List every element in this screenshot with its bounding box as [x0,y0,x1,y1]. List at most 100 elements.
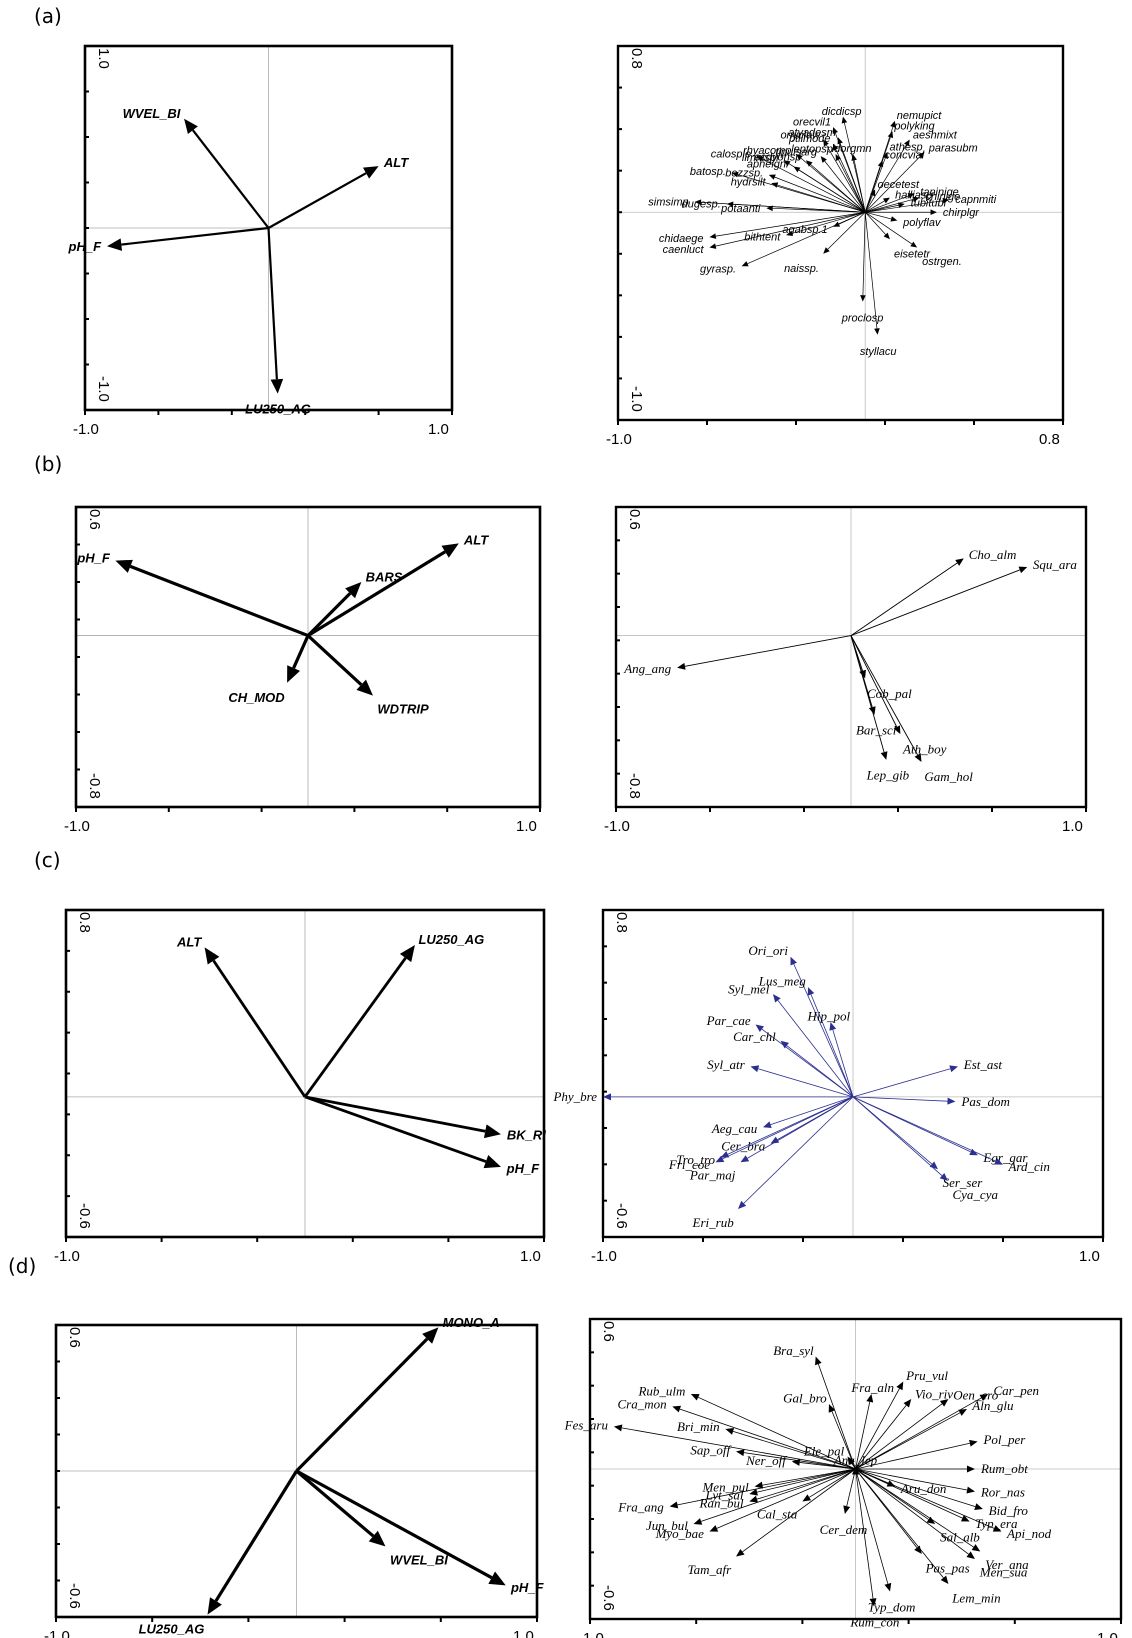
panel-label-c: (c) [34,848,61,872]
vector-sap-off: Sap_off [690,1443,856,1470]
vector-label: BARS [366,570,403,585]
vector-arrowhead [796,154,803,161]
vector-lu250-ag: LU250_AG [303,932,484,1098]
vector-arrowhead [843,1505,851,1514]
vector-arrowhead [207,1597,222,1615]
vector-arrowhead [942,197,950,204]
vector-hydrsilt: hydrsilt [731,176,866,213]
vector-label: Men_sua [979,1565,1028,1580]
vector-arrowhead [869,189,876,197]
vector-line [716,1468,856,1529]
vector-line [303,957,407,1098]
vector-arrowhead [966,1486,975,1494]
vector-arrowhead [835,154,841,162]
vector-label: Lyt_sal [705,1487,744,1502]
vector-label: proclosp [841,313,884,325]
vector-label: Lep_gib [866,768,910,783]
vector-arrowhead [768,174,776,180]
vector-lep-gib: Lep_gib [850,635,910,783]
vector-arrowhead [947,1097,956,1105]
vector-label: Vio_riv [915,1386,953,1401]
vector-arrowhead [736,1449,745,1457]
vector-rum-con: Rum_con [849,1468,899,1629]
vector-chirplgr: chirplgr [865,207,980,219]
vector-arrowhead [897,202,905,208]
vector-oecetest: oecetest [864,179,920,213]
vector-label: potaanti [720,203,761,215]
biplot-b-right: -1.0 1.0 0.6 -0.8 Cho_alm Squ_ara Ang_ang Cob_p… [604,505,1088,835]
vector-line [855,1388,900,1470]
vector-line [677,1468,856,1506]
vector-ran-bul: Ran_bul [699,1468,856,1510]
vector-arrowhead [1018,566,1028,574]
vector-arrowhead [362,166,379,179]
vector-label: onyclaw [780,129,821,141]
vector-cya-cya: Cya_cya [852,1096,998,1202]
vector-capnmiti: capnmiti [865,194,997,213]
vector-arrowhead [763,1121,772,1128]
vector-arrowhead [966,1551,975,1559]
vector-label: Men_pul [701,1480,749,1495]
vector-myo-bae: Myo_bae [655,1468,856,1541]
vector-arrowhead [869,1598,877,1607]
x-tick-label-max: 0.8 [1039,431,1060,448]
vector-line [715,211,866,247]
vector-label: chinige [925,191,960,203]
vector-onyclaw: onyclaw [780,129,866,213]
vector-line [786,1045,854,1098]
vector-arrowhead [966,1465,975,1473]
vector-line [864,211,886,235]
vector-label: Lus_meg [758,974,806,989]
vector-line [777,184,866,213]
vector-label: Rub_ulm [637,1384,685,1399]
vector-pol-per: Pol_per [855,1432,1026,1470]
vector-line [824,160,866,213]
vector-line [855,1468,944,1579]
vector-mono-a: MONO_A [295,1315,500,1473]
vector-arrowhead [939,1399,949,1407]
vector-arrowhead [847,1456,855,1466]
vector-arrowhead [971,1544,981,1552]
vector-line [832,1029,854,1097]
vector-label: Cal_sta [757,1507,798,1522]
vector-fes-aru: Fes_aru [564,1417,856,1470]
vector-athesp: athesp [864,141,923,213]
vector-line [852,1096,943,1176]
vector-line [839,143,866,213]
vector-proclosp: proclosp [841,212,884,325]
vector-lu250-ag: LU250_AG [139,1470,298,1637]
vector-arrowhead [693,1518,703,1525]
plot-frame [83,44,454,412]
vector-arrowhead [726,201,734,208]
vector-label: Ver_ana [985,1557,1029,1572]
vector-label: eisetetr [894,249,931,261]
vector-arrowhead [807,987,815,996]
x-tick-label-min: -1.0 [64,818,90,835]
vector-rub-ulm: Rub_ulm [637,1384,856,1470]
vector-line [304,1095,486,1133]
vector-arrowhead [790,956,797,966]
vector-arrowhead [880,751,888,760]
vector-label: oecetest [877,179,920,191]
x-tick-label-min: -1.0 [604,818,630,835]
vector-label: ALT [463,532,489,547]
vector-label: orecvil1 [793,116,831,128]
vector-label: Pol_per [982,1432,1026,1447]
vector-line [295,1469,493,1580]
vector-arrowhead [930,209,937,216]
x-tick-label-max: 1.0 [516,818,537,835]
vector-arrowhead [740,1155,750,1163]
vector-line [855,1468,969,1555]
vector-arrowhead [184,118,198,135]
vector-label: gyrasp. [700,264,736,276]
vector-label: bithtent [744,232,781,244]
vector-ele-pal: Ele_pal [803,1443,856,1470]
vector-ldorgmn: ldorgmn [832,143,871,213]
vector-label: tipulsarg [775,146,817,158]
vector-arrowhead [755,1024,765,1033]
vector-cer-dem: Cer_dem [820,1468,867,1537]
vector-arrowhead [783,160,791,167]
vector-line [306,592,352,637]
vector-bid-fro: Bid_fro [855,1468,1028,1518]
vector-api-nod: Api_nod [855,1468,1052,1541]
